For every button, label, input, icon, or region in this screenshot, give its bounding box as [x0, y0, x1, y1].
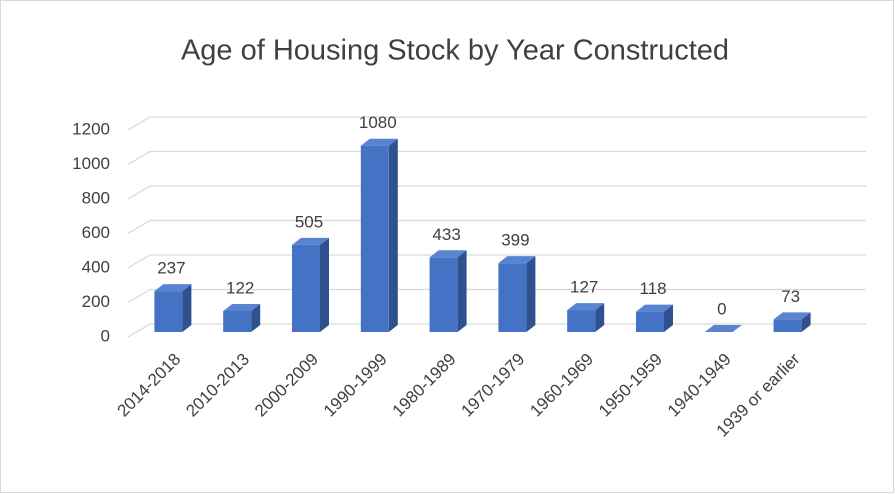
bar-top	[704, 325, 742, 332]
bar	[292, 244, 320, 332]
data-label: 433	[432, 225, 460, 244]
bar	[154, 291, 183, 332]
bar-group	[360, 138, 398, 332]
bar-top	[154, 284, 192, 292]
bar-group	[429, 250, 467, 332]
bar-top	[567, 303, 605, 311]
y-tick-label: 200	[82, 292, 110, 311]
y-tick-label: 1200	[72, 119, 110, 138]
bar-top	[360, 138, 398, 146]
bar-side	[320, 237, 329, 332]
grid-line	[127, 254, 866, 269]
bar-side	[251, 303, 261, 332]
data-label: 118	[639, 279, 666, 298]
data-label: 399	[501, 231, 529, 250]
bar-top	[223, 303, 261, 311]
data-label: 0	[717, 299, 726, 318]
y-tick-label: 800	[82, 188, 110, 207]
data-label: 237	[157, 259, 185, 278]
bar-side	[801, 312, 811, 332]
bar-top	[292, 237, 329, 245]
bar-side	[526, 256, 536, 332]
grid-line	[127, 323, 866, 338]
bar-group	[292, 237, 329, 332]
bar-side	[388, 138, 398, 332]
bar-group	[773, 312, 811, 332]
chart-title: Age of Housing Stock by Year Constructed	[181, 35, 729, 67]
data-label: 73	[781, 287, 800, 306]
bar-side	[595, 303, 605, 332]
bar-top	[429, 250, 467, 258]
bar	[223, 310, 252, 332]
grid-line	[127, 219, 866, 235]
bar	[636, 311, 664, 332]
data-label: 1080	[359, 113, 397, 132]
bar-top	[498, 256, 536, 264]
bar-group	[154, 284, 192, 332]
grid-line	[127, 116, 866, 131]
y-tick-label: 1000	[72, 154, 110, 173]
bar-group	[567, 303, 605, 332]
grid-line	[127, 150, 866, 166]
bar	[360, 145, 389, 332]
y-tick-label: 400	[82, 257, 110, 276]
bar	[429, 257, 458, 332]
grid-line	[127, 288, 866, 304]
data-label: 122	[226, 278, 254, 297]
data-label: 127	[570, 278, 598, 297]
bar-side	[664, 304, 673, 332]
bar-top	[636, 304, 673, 312]
bar-top	[773, 312, 811, 320]
y-tick-label: 0	[101, 326, 110, 345]
grid-line	[127, 185, 866, 200]
bar	[773, 319, 802, 332]
bar-group	[223, 303, 261, 332]
bar-group	[498, 256, 536, 332]
bar	[567, 310, 596, 332]
data-label: 505	[295, 212, 323, 231]
y-tick-label: 600	[82, 223, 110, 242]
bar-group	[704, 325, 742, 332]
bar	[498, 263, 527, 332]
bar-group	[636, 304, 673, 332]
bar-side	[182, 284, 192, 332]
bar-side	[457, 250, 467, 332]
